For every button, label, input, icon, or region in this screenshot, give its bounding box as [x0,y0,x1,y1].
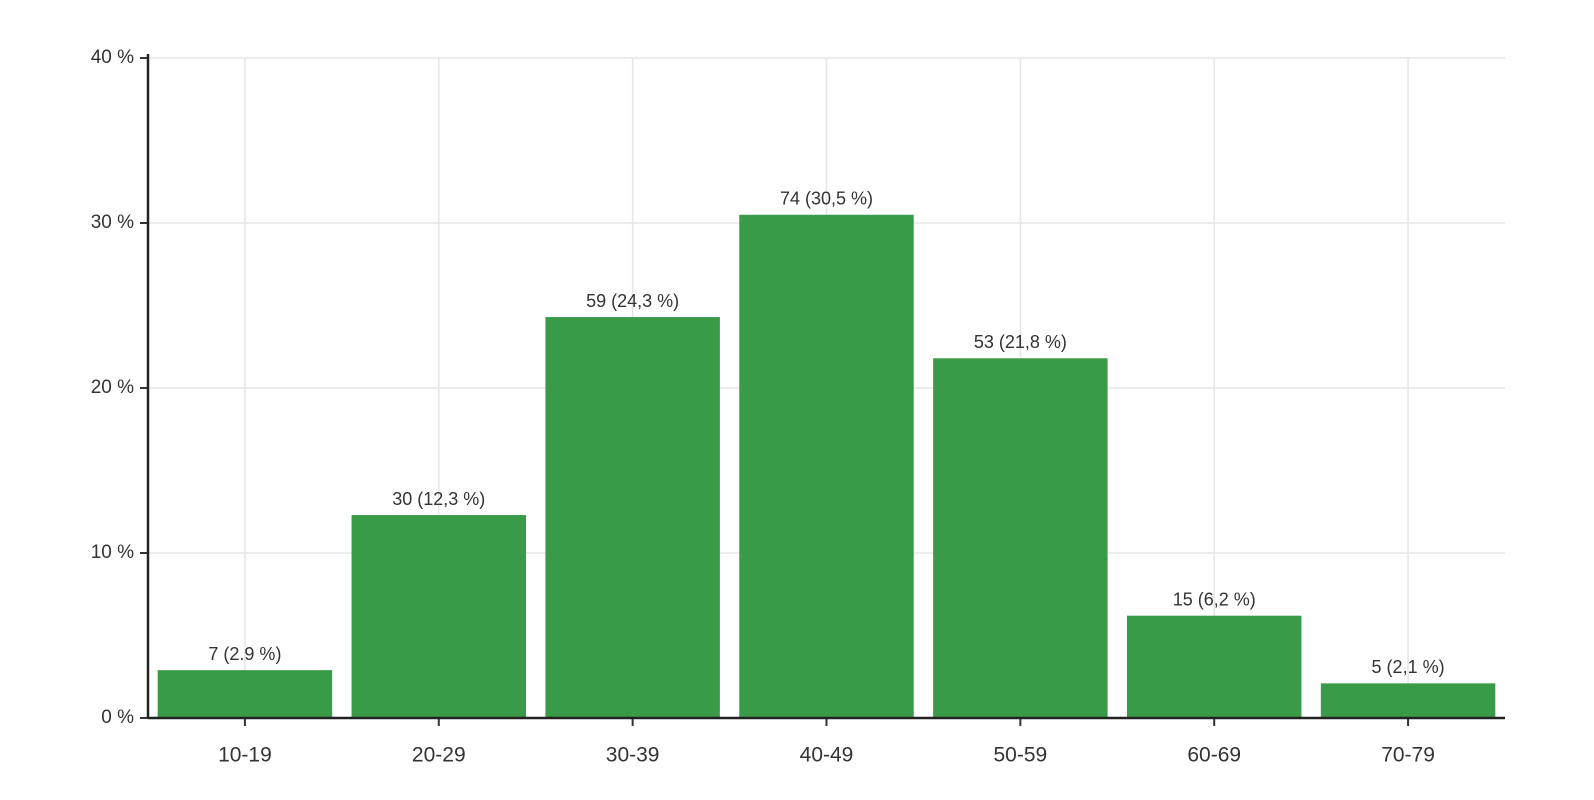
data-label: 5 (2,1 %) [1372,657,1445,677]
bar [157,670,333,718]
data-label: 7 (2.9 %) [208,644,281,664]
bar [739,214,914,718]
x-tick-label: 70-79 [1381,744,1435,767]
y-tick-label: 40 % [91,47,134,68]
bar [933,358,1108,718]
data-label: 53 (21,8 %) [974,332,1067,352]
bar [1126,615,1302,718]
x-tick-label: 60-69 [1187,744,1241,767]
data-label: 30 (12,3 %) [392,489,485,509]
x-tick-label: 50-59 [993,744,1047,767]
y-tick-label: 10 % [91,542,134,563]
bar [351,515,527,718]
x-tick-label: 30-39 [606,744,660,767]
data-label: 74 (30,5 %) [780,189,873,209]
bar [545,317,720,718]
y-tick-label: 30 % [91,212,134,233]
data-label: 59 (24,3 %) [586,291,679,311]
data-label: 15 (6,2 %) [1173,589,1256,609]
x-tick-label: 40-49 [800,744,854,767]
x-tick-label: 10-19 [218,744,272,767]
y-tick-label: 20 % [91,377,134,398]
y-tick-label: 0 % [101,707,134,728]
bar [1320,683,1496,718]
x-tick-label: 20-29 [412,744,466,767]
